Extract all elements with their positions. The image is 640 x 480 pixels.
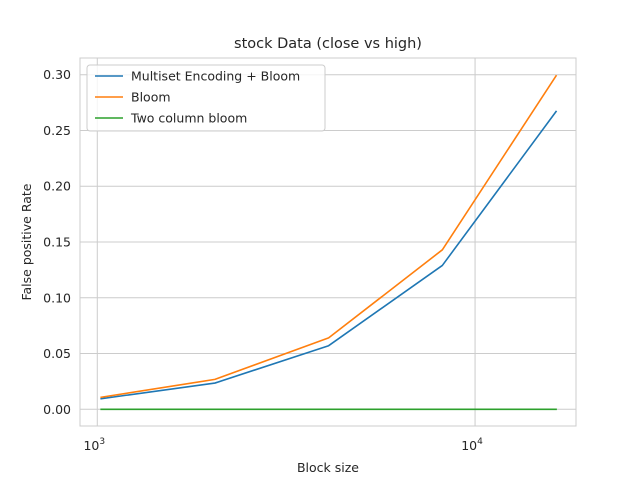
x-tick-label-exponent: 4: [477, 437, 483, 447]
legend-label: Multiset Encoding + Bloom: [131, 69, 300, 84]
x-tick-label: 103: [83, 437, 105, 453]
y-axis-label: False positive Rate: [19, 183, 34, 300]
y-tick-label: 0.05: [43, 346, 71, 361]
legend-label: Bloom: [131, 90, 171, 105]
x-axis-label: Block size: [297, 460, 359, 475]
plot-area-frame: [79, 57, 577, 427]
x-tick-label-exponent: 3: [99, 437, 105, 447]
y-tick-label: 0.20: [43, 179, 71, 194]
x-tick-label-base: 10: [83, 438, 99, 453]
y-tick-label: 0.25: [43, 123, 71, 138]
series-line-1: [100, 110, 558, 400]
x-tick-label: 104: [461, 437, 483, 453]
legend-label: Two column bloom: [130, 111, 247, 126]
y-tick-label: 0.30: [43, 67, 71, 82]
legend-frame: [86, 64, 326, 132]
series-line-2: [100, 74, 558, 399]
y-tick-label: 0.10: [43, 290, 71, 305]
x-tick-label-base: 10: [461, 438, 477, 453]
legend: Multiset Encoding + Bloom Bloom Two column…: [86, 64, 326, 132]
series-layer: [100, 74, 558, 411]
y-tick-label: 0.00: [43, 402, 71, 417]
chart-title: stock Data (close vs high): [234, 36, 422, 52]
y-tick-label: 0.15: [43, 235, 71, 250]
